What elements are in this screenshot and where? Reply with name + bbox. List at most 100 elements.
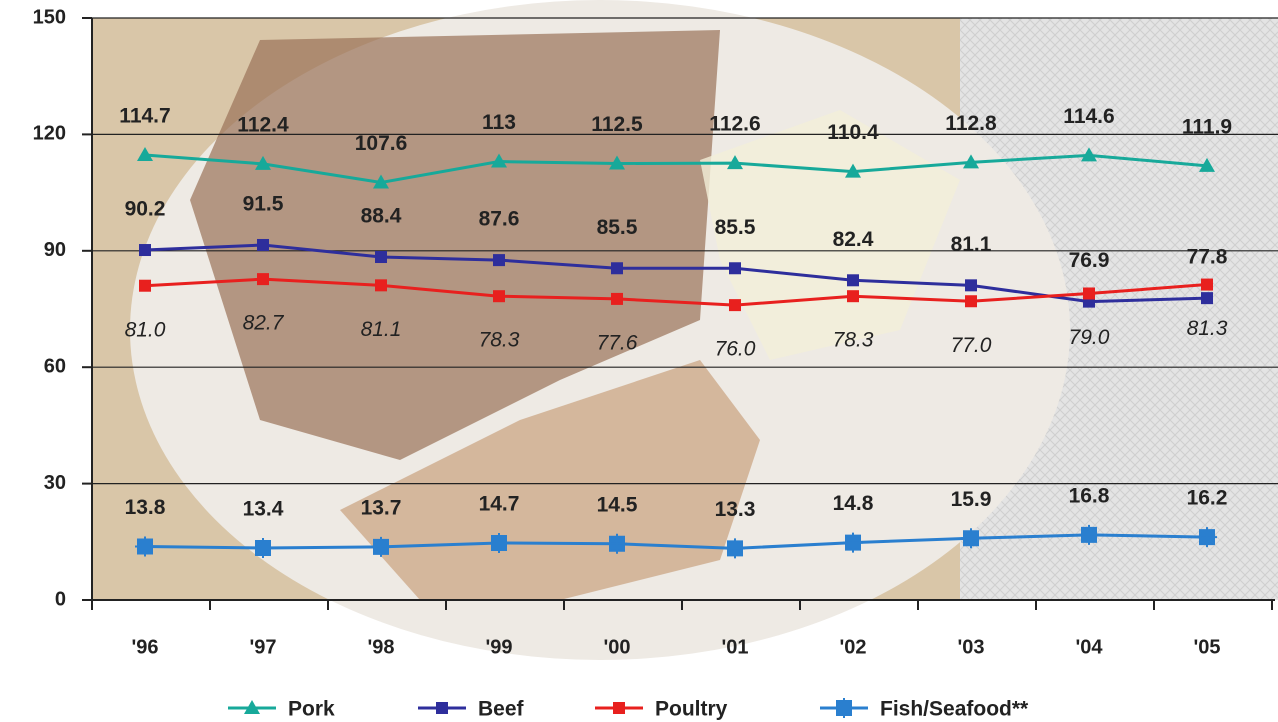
x-tick-label: '00 — [603, 636, 630, 658]
data-label: 81.1 — [951, 233, 992, 256]
marker — [1081, 147, 1097, 162]
marker — [611, 292, 623, 305]
data-label: 90.2 — [125, 198, 166, 221]
data-label: 112.6 — [709, 113, 760, 136]
y-tick-label: 90 — [44, 239, 66, 261]
data-label: 81.3 — [1187, 317, 1228, 340]
data-label: 14.5 — [597, 493, 638, 516]
data-label: 114.7 — [119, 105, 170, 128]
data-label: 13.8 — [125, 496, 166, 519]
marker — [1199, 157, 1215, 172]
background-photo — [93, 0, 1278, 660]
x-tick-label: '04 — [1075, 636, 1103, 658]
data-label: 82.4 — [833, 228, 874, 251]
marker — [611, 262, 623, 275]
data-label: 78.3 — [479, 329, 520, 352]
data-label: 77.0 — [951, 334, 992, 357]
data-label: 111.9 — [1182, 115, 1232, 138]
marker — [613, 702, 625, 714]
legend-label: Pork — [288, 698, 335, 721]
marker — [963, 154, 979, 169]
marker — [244, 700, 260, 714]
marker — [436, 702, 448, 714]
data-label: 16.8 — [1069, 484, 1110, 507]
data-label: 85.5 — [597, 216, 638, 239]
marker — [961, 528, 981, 549]
data-label: 85.5 — [715, 216, 756, 239]
data-label: 113 — [482, 111, 516, 134]
data-label: 81.0 — [125, 318, 166, 341]
legend-label: Poultry — [655, 698, 728, 721]
marker — [1079, 524, 1099, 545]
marker — [135, 536, 155, 557]
marker — [1083, 287, 1095, 300]
data-label: 76.9 — [1069, 249, 1110, 272]
data-label: 76.0 — [715, 338, 756, 361]
legend-label: Fish/Seafood** — [880, 698, 1029, 721]
data-label: 87.6 — [479, 208, 520, 231]
data-label: 16.2 — [1187, 487, 1228, 510]
marker — [253, 538, 273, 559]
marker — [847, 274, 859, 287]
marker — [725, 538, 745, 559]
data-label: 91.5 — [243, 193, 284, 216]
marker — [1201, 278, 1213, 291]
data-label: 15.9 — [951, 488, 992, 511]
marker — [255, 155, 271, 170]
marker — [493, 290, 505, 303]
marker — [965, 295, 977, 308]
marker — [375, 279, 387, 292]
data-label: 79.0 — [1069, 326, 1110, 349]
data-label: 81.1 — [361, 318, 402, 341]
marker — [139, 244, 151, 257]
x-tick-label: '97 — [249, 636, 276, 658]
data-label: 78.3 — [833, 329, 874, 352]
marker — [373, 174, 389, 189]
marker — [257, 238, 269, 251]
grid: 0 30 60 90 120 150 '96 '97 '98 '99 '00 '01 '02 '03 '04… — [33, 6, 1278, 658]
data-label: 77.6 — [597, 331, 638, 354]
marker — [607, 533, 627, 554]
marker — [834, 698, 854, 718]
marker — [139, 279, 151, 292]
marker — [729, 299, 741, 312]
data-label: 88.4 — [361, 205, 402, 228]
series-line — [144, 243, 1208, 304]
series-line — [144, 533, 1208, 550]
marker — [843, 532, 863, 553]
legend-label: Beef — [478, 698, 525, 721]
marker — [965, 279, 977, 292]
data-label: 112.8 — [945, 112, 997, 135]
marker — [257, 273, 269, 286]
data-label: 13.7 — [361, 496, 402, 519]
x-tick-label: '05 — [1193, 636, 1220, 658]
marker — [609, 155, 625, 170]
marker — [137, 146, 153, 161]
x-tick-label: '01 — [721, 636, 748, 658]
marker — [1197, 527, 1217, 548]
marker — [491, 153, 507, 168]
marker — [845, 163, 861, 178]
data-label: 14.7 — [479, 493, 520, 516]
y-tick-label: 150 — [33, 6, 66, 28]
data-label: 13.4 — [243, 498, 284, 521]
y-tick-label: 0 — [55, 588, 66, 610]
y-tick-label: 120 — [33, 123, 66, 145]
data-label: 77.8 — [1187, 246, 1228, 269]
x-tick-label: '02 — [839, 636, 866, 658]
marker — [489, 532, 509, 553]
plot: 114.7 112.4 107.6 113 112.5 112.6 110.4 112.8 11… — [119, 105, 1232, 559]
marker — [375, 251, 387, 264]
data-label: 14.8 — [833, 492, 874, 515]
data-label: 114.6 — [1063, 105, 1114, 128]
marker — [729, 262, 741, 275]
series-line — [144, 277, 1208, 307]
y-tick-label: 30 — [44, 472, 66, 494]
data-label: 110.4 — [827, 121, 879, 144]
series-line — [144, 153, 1208, 185]
y-tick-label: 60 — [44, 355, 66, 377]
marker — [727, 155, 743, 170]
x-tick-label: '99 — [485, 636, 512, 658]
marker — [847, 290, 859, 303]
